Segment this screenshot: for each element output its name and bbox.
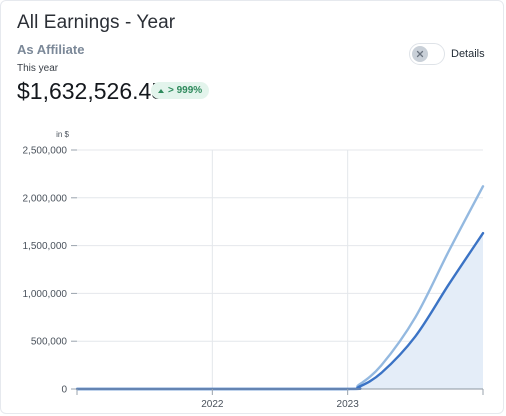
growth-badge-text: > 999%	[168, 85, 203, 96]
details-toggle[interactable]	[409, 43, 445, 65]
growth-badge: > 999%	[151, 82, 210, 99]
y-tick-label: 1,000,000	[23, 289, 68, 300]
axis-layer: in $ 0 500,000 1,000,000 1,500,000 2,000,000 2…	[23, 130, 484, 410]
y-axis-unit-label: in $	[56, 130, 69, 139]
series-2-area	[77, 233, 483, 389]
y-tick-label: 0	[61, 385, 67, 396]
details-toggle-label[interactable]: Details	[451, 48, 485, 60]
y-tick-label: 500,000	[31, 337, 68, 348]
earnings-amount: $1,632,526.45	[17, 78, 165, 104]
grid-layer	[77, 149, 483, 389]
toggle-knob	[412, 46, 428, 62]
card-subtitle: As Affiliate	[17, 42, 85, 57]
arrow-up-icon	[158, 88, 164, 93]
period-label: This year	[17, 63, 59, 74]
card-title: All Earnings - Year	[17, 12, 176, 33]
y-tick-label: 1,500,000	[23, 241, 68, 252]
y-tick-label: 2,000,000	[23, 193, 68, 204]
x-tick-label: 2023	[337, 399, 360, 410]
close-icon	[416, 50, 424, 58]
y-tick-label: 2,500,000	[23, 146, 68, 157]
earnings-chart: in $ 0 500,000 1,000,000 1,500,000 2,000,000 2…	[23, 130, 485, 410]
area-layer	[77, 233, 483, 389]
x-tick-label: 2022	[201, 399, 224, 410]
